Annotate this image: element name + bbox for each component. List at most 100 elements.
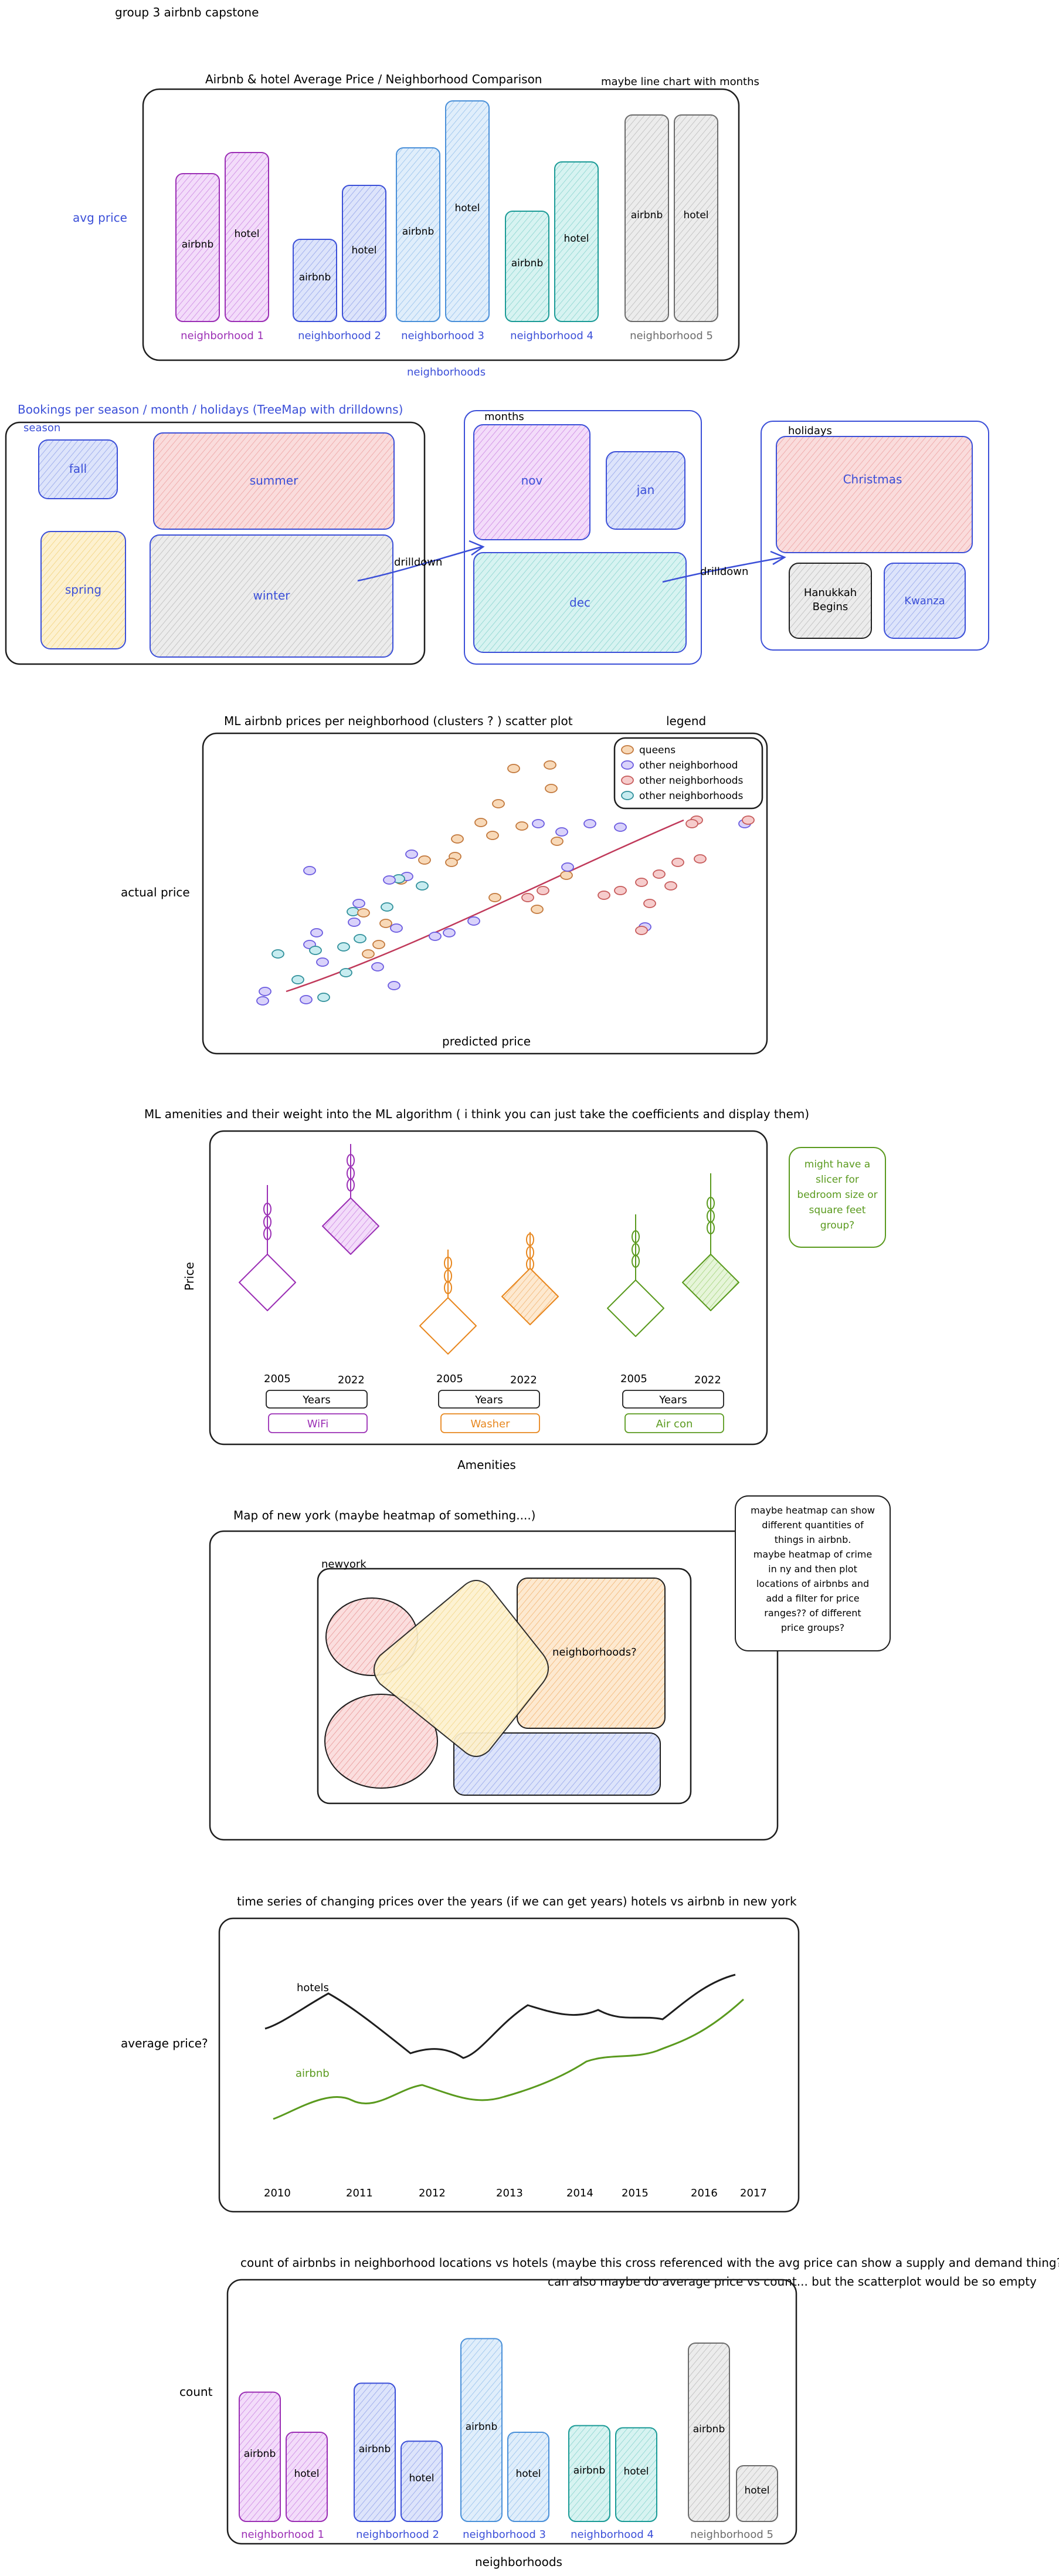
scatter-point[interactable]	[381, 902, 393, 912]
amenity-diamond[interactable]	[501, 1268, 559, 1325]
scatter-point[interactable]	[598, 891, 610, 900]
treemap-tile-summer[interactable]	[153, 432, 395, 530]
scatter-point[interactable]	[694, 854, 707, 864]
amenity-diamond[interactable]	[322, 1197, 379, 1255]
scatter-point[interactable]	[467, 916, 480, 926]
scatter-point[interactable]	[486, 831, 499, 840]
treemap-tile-jan[interactable]	[606, 451, 685, 530]
scatter-point[interactable]	[317, 993, 330, 1002]
scatter-point[interactable]	[259, 987, 271, 996]
scatter-point[interactable]	[635, 926, 648, 935]
s7-bar-hotel-5[interactable]	[736, 2465, 778, 2522]
scatter-point[interactable]	[388, 981, 400, 990]
s7-bar-hotel-1[interactable]	[286, 2432, 328, 2522]
scatter-point[interactable]	[671, 858, 684, 867]
s1-bar-hotel-2[interactable]	[342, 185, 386, 322]
s7-bar-airbnb-2[interactable]	[354, 2382, 396, 2522]
scatter-point[interactable]	[664, 881, 677, 891]
treemap-tile-winter[interactable]	[150, 534, 393, 658]
scatter-point[interactable]	[357, 908, 370, 918]
scatter-point[interactable]	[537, 886, 549, 895]
s1-bar-hotel-5[interactable]	[674, 114, 718, 322]
treemap-tile-dec[interactable]	[473, 552, 687, 653]
s1-bar-hotel-4[interactable]	[554, 161, 599, 322]
amenity-filter-button[interactable]	[624, 1413, 724, 1433]
scatter-point[interactable]	[337, 942, 350, 952]
scatter-point[interactable]	[310, 928, 323, 937]
scatter-point[interactable]	[635, 878, 648, 887]
amenity-diamond[interactable]	[682, 1254, 739, 1311]
amenity-diamond[interactable]	[607, 1279, 664, 1337]
map-region-diamond[interactable]	[374, 1580, 549, 1757]
treemap-tile-hanukkah[interactable]	[789, 563, 872, 639]
scatter-point[interactable]	[515, 821, 528, 831]
scatter-point[interactable]	[416, 881, 429, 891]
scatter-point[interactable]	[474, 818, 487, 827]
scatter-point[interactable]	[347, 907, 359, 916]
scatter-point[interactable]	[418, 855, 431, 865]
treemap-tile-kwanza[interactable]	[884, 563, 966, 639]
amenity-filter-button[interactable]	[440, 1413, 540, 1433]
map-region-2[interactable]	[324, 1694, 438, 1789]
treemap-tile-spring[interactable]	[40, 531, 126, 649]
scatter-point[interactable]	[551, 837, 564, 846]
amenity-diamond[interactable]	[239, 1254, 296, 1311]
years-slicer-button[interactable]	[622, 1390, 724, 1409]
s7-bar-airbnb-5[interactable]	[688, 2343, 730, 2522]
s7-bar-airbnb-4[interactable]	[568, 2425, 610, 2523]
scatter-point[interactable]	[451, 834, 464, 844]
scatter-point[interactable]	[561, 862, 574, 872]
s1-bar-airbnb-5[interactable]	[624, 114, 669, 322]
scatter-point[interactable]	[560, 871, 573, 880]
scatter-point[interactable]	[532, 819, 545, 828]
map-region-3[interactable]	[453, 1732, 661, 1796]
scatter-point[interactable]	[316, 957, 329, 967]
s1-bar-hotel-3[interactable]	[445, 100, 490, 322]
scatter-point[interactable]	[555, 827, 568, 837]
scatter-point[interactable]	[256, 996, 269, 1006]
scatter-point[interactable]	[443, 928, 456, 937]
s1-bar-airbnb-2[interactable]	[293, 239, 337, 322]
years-slicer-button[interactable]	[438, 1390, 540, 1409]
scatter-point[interactable]	[348, 918, 361, 927]
treemap-tile-fall[interactable]	[38, 439, 118, 499]
s7-bar-hotel-3[interactable]	[507, 2432, 549, 2522]
scatter-point[interactable]	[507, 764, 520, 773]
years-slicer-button[interactable]	[266, 1390, 368, 1409]
scatter-point[interactable]	[340, 968, 352, 977]
s1-bar-hotel-1[interactable]	[225, 152, 269, 322]
treemap-tile-nov[interactable]	[473, 424, 590, 540]
s7-bar-airbnb-1[interactable]	[239, 2391, 281, 2523]
scatter-point[interactable]	[544, 760, 556, 770]
s7-bar-airbnb-3[interactable]	[460, 2338, 503, 2522]
scatter-point[interactable]	[371, 962, 384, 971]
scatter-point[interactable]	[300, 995, 313, 1004]
s1-bar-airbnb-1[interactable]	[175, 173, 220, 322]
scatter-point[interactable]	[643, 899, 656, 908]
scatter-point[interactable]	[429, 932, 442, 941]
scatter-point[interactable]	[309, 946, 322, 955]
scatter-point[interactable]	[531, 905, 544, 914]
scatter-point[interactable]	[445, 858, 458, 867]
scatter-point[interactable]	[354, 934, 366, 943]
scatter-point[interactable]	[372, 940, 385, 949]
scatter-point[interactable]	[492, 799, 505, 808]
scatter-point[interactable]	[352, 899, 365, 908]
s1-bar-airbnb-3[interactable]	[396, 147, 440, 322]
amenity-filter-button[interactable]	[268, 1413, 368, 1433]
scatter-point[interactable]	[742, 815, 755, 825]
scatter-point[interactable]	[291, 975, 304, 984]
scatter-point[interactable]	[362, 949, 375, 959]
scatter-point[interactable]	[685, 819, 698, 828]
scatter-point[interactable]	[405, 849, 418, 859]
s7-bar-hotel-4[interactable]	[615, 2427, 657, 2522]
scatter-point[interactable]	[488, 893, 501, 902]
scatter-point[interactable]	[614, 822, 627, 832]
scatter-point[interactable]	[521, 893, 534, 902]
scatter-point[interactable]	[614, 886, 627, 895]
scatter-point[interactable]	[379, 919, 392, 928]
treemap-tile-christmas[interactable]	[776, 436, 973, 553]
amenity-diamond[interactable]	[419, 1297, 477, 1355]
s7-bar-hotel-2[interactable]	[400, 2440, 443, 2523]
s1-bar-airbnb-4[interactable]	[505, 211, 549, 322]
